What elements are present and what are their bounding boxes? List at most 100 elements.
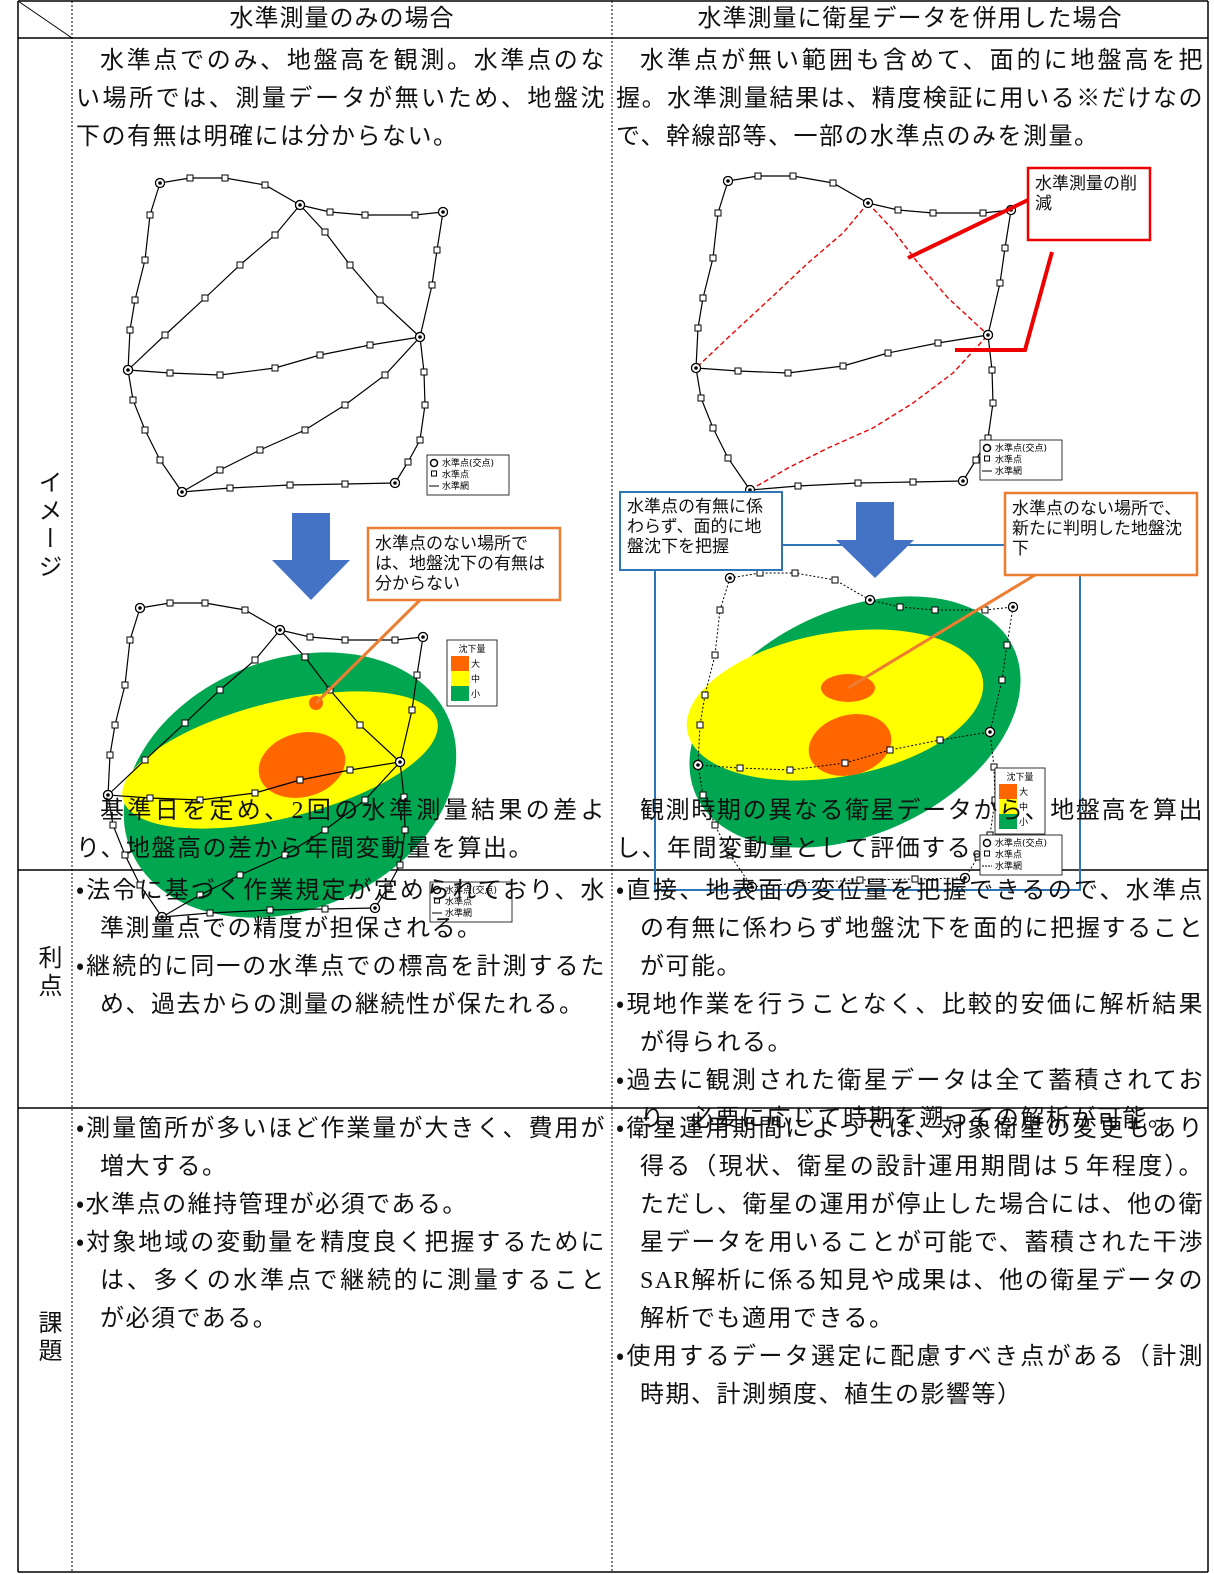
level-point xyxy=(286,481,294,489)
level-point xyxy=(301,426,309,434)
survey-line xyxy=(299,204,421,338)
legend-symbol xyxy=(982,838,992,848)
column-header: 水準測量に衛星データを併用した場合 xyxy=(697,6,1123,32)
legend-swatch xyxy=(999,814,1017,829)
legend-label: 水準網 xyxy=(995,465,1022,477)
level-point xyxy=(366,341,374,349)
level-point xyxy=(341,401,349,409)
legend-box xyxy=(426,454,510,496)
level-point xyxy=(400,793,408,801)
bullet: ・継続的に同一の水準点での標高を計測するため、過去からの測量の継続性が保たれる。 xyxy=(76,954,606,1018)
bullet: ・使用するデータ選定に配慮すべき点がある（計測時期、計測頻度、植生の影響等） xyxy=(616,1344,1204,1408)
level-point xyxy=(216,686,224,694)
level-point xyxy=(221,174,229,182)
paragraph: 水準点でのみ、地盤高を観測。水準点のない場所では、測量データが無いため、地盤沈下… xyxy=(76,48,606,150)
legend-label: 中 xyxy=(1019,801,1028,813)
level-point xyxy=(296,776,304,784)
junction-point xyxy=(866,201,870,205)
junction-point xyxy=(278,628,282,632)
level-point xyxy=(186,174,194,182)
junction-point xyxy=(160,915,164,919)
level-point xyxy=(839,362,847,370)
survey-line xyxy=(729,572,871,601)
legend-label: 水準点 xyxy=(442,469,469,481)
level-point xyxy=(126,636,134,644)
level-point xyxy=(129,396,137,404)
bullet-list: ・衛星運用期間によっては、対象衛星の変更もあり得る（現状、衛星の設計運用期間は５… xyxy=(616,1110,1204,1414)
legend-label: 水準網 xyxy=(442,480,469,492)
level-point xyxy=(341,636,349,644)
level-point xyxy=(1003,641,1011,649)
survey-line xyxy=(127,182,161,371)
level-point xyxy=(886,746,894,754)
level-point xyxy=(251,656,259,664)
level-point xyxy=(709,254,717,262)
callout: 水準点のない場所では、地盤沈下の有無は分からない xyxy=(370,532,558,596)
level-point xyxy=(829,179,837,187)
level-point xyxy=(321,228,329,236)
junction-point xyxy=(963,876,967,880)
level-point xyxy=(726,851,734,859)
level-point xyxy=(206,909,214,917)
level-point xyxy=(841,759,849,767)
level-point xyxy=(321,905,329,913)
row-label: 課題 xyxy=(34,1310,60,1366)
level-point xyxy=(711,651,719,659)
level-point xyxy=(936,736,944,744)
legend-symbol xyxy=(429,458,439,468)
survey-line xyxy=(299,204,444,216)
level-point xyxy=(786,766,794,774)
level-point xyxy=(161,331,169,339)
level-point xyxy=(326,208,334,216)
junction-point xyxy=(106,793,110,797)
level-point xyxy=(911,875,919,883)
legend-label: 水準網 xyxy=(445,907,472,919)
legend-label: 水準点(交点) xyxy=(995,442,1047,454)
level-point xyxy=(111,721,119,729)
junction-point xyxy=(398,760,402,764)
level-point xyxy=(784,369,792,377)
legend-swatch xyxy=(999,784,1017,799)
level-point xyxy=(794,482,802,490)
legend-label: 水準点(交点) xyxy=(995,837,1047,849)
junction-point xyxy=(421,635,425,639)
paragraph: 基準日を定め、2回の水準測量結果の差より、地盤高の差から年間変動量を算出。 xyxy=(76,798,606,862)
level-point xyxy=(196,796,204,804)
level-point xyxy=(341,480,349,488)
level-point xyxy=(934,339,942,347)
network xyxy=(695,202,989,491)
level-point xyxy=(931,606,939,614)
junction-point xyxy=(418,335,422,339)
network xyxy=(102,599,429,923)
legend-swatch xyxy=(999,799,1017,814)
level-point xyxy=(281,851,289,859)
level-point xyxy=(896,603,904,611)
level-point xyxy=(121,681,129,689)
level-point xyxy=(988,366,996,374)
callout-lines xyxy=(314,166,1199,705)
level-point xyxy=(261,181,269,189)
survey-line xyxy=(867,202,989,336)
level-point xyxy=(831,576,839,584)
level-point xyxy=(346,261,354,269)
junction-point xyxy=(393,481,397,485)
level-point xyxy=(301,653,309,661)
level-point xyxy=(724,454,732,462)
bullet: ・現地作業を行うことなく、比較的安価に解析結果が得られる。 xyxy=(616,992,1204,1056)
level-point xyxy=(271,231,279,239)
legend-label: 小 xyxy=(471,689,480,700)
level-point xyxy=(266,906,274,914)
level-point xyxy=(854,479,862,487)
level-point xyxy=(146,794,154,802)
level-point xyxy=(241,606,249,614)
legends: 水準点(交点)水準点水準網水準点(交点)水準点水準網水準点(交点)水準点水準網水… xyxy=(426,439,1063,923)
legend-label: 水準点(交点) xyxy=(442,457,494,469)
level-point xyxy=(126,326,134,334)
survey-line xyxy=(867,202,1012,214)
junction-point xyxy=(868,598,872,602)
survey-line xyxy=(989,606,1014,733)
legend-label: 大 xyxy=(1019,786,1028,798)
level-point xyxy=(714,209,722,217)
